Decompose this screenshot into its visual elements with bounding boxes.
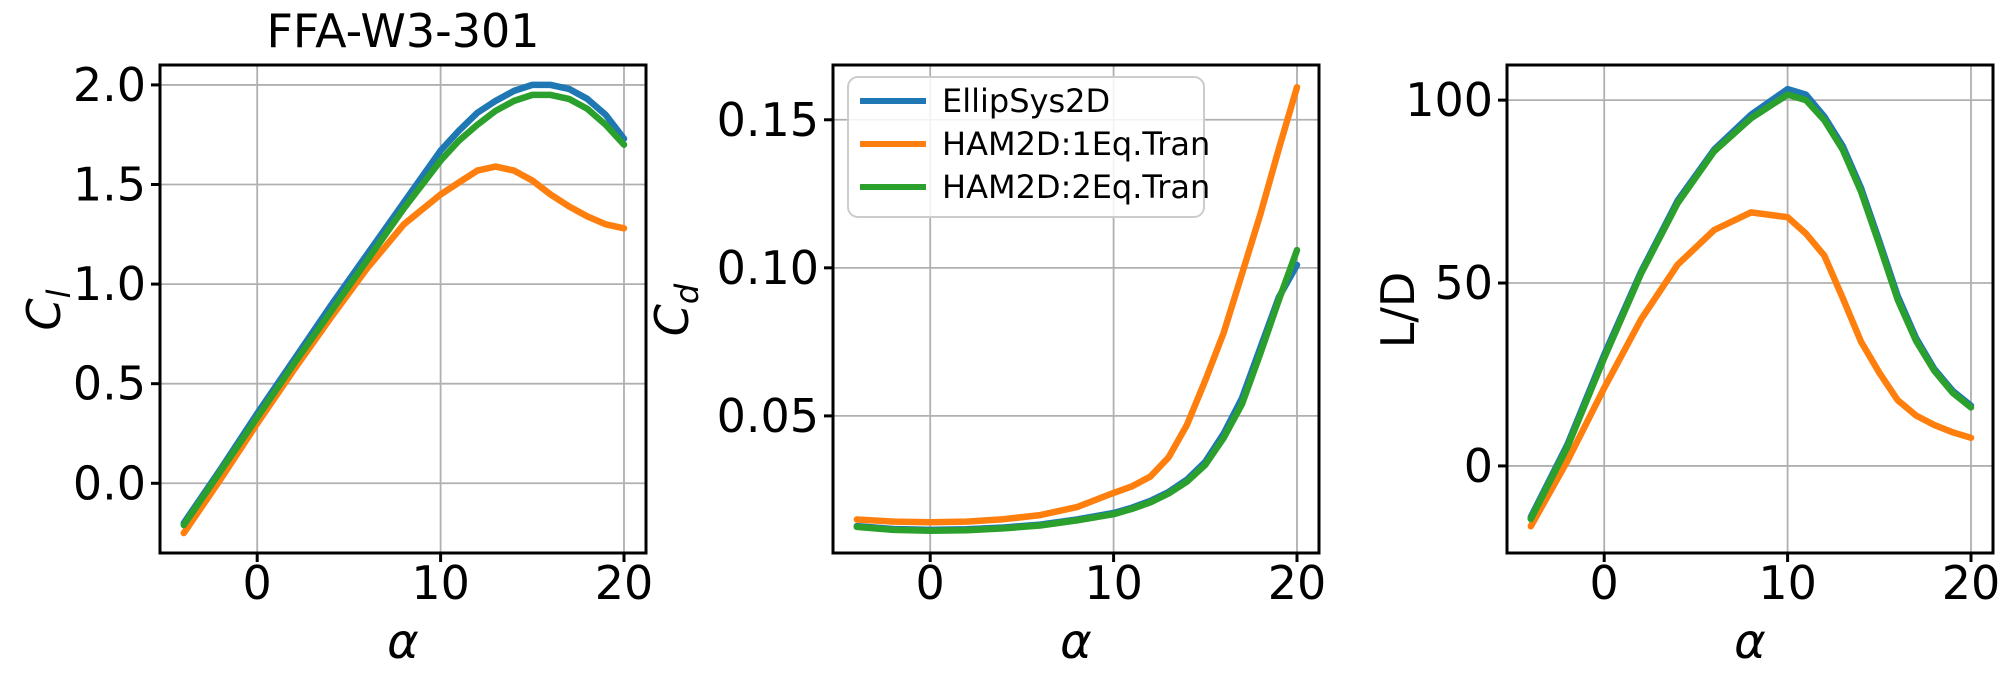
y-axis-label-cl: Cl bbox=[17, 289, 79, 331]
y-tick-label: 50 bbox=[1434, 256, 1493, 310]
y-tick-label: 0.10 bbox=[717, 241, 819, 295]
series-line-ellipsys2d bbox=[180, 81, 628, 527]
x-tick-label: 20 bbox=[1268, 556, 1327, 610]
subplot-ld: 0 10 20 0 50 100 bbox=[1405, 63, 2001, 610]
y-tick-label: 0.05 bbox=[717, 389, 819, 443]
y-tick-label: 0.5 bbox=[73, 357, 146, 411]
x-tick-label: 10 bbox=[1084, 556, 1143, 610]
x-tick-label: 10 bbox=[1758, 556, 1817, 610]
y-tick-label: 1.0 bbox=[73, 257, 146, 311]
y-tick-label: 0.0 bbox=[73, 456, 146, 510]
subplot-cd: 0 10 20 0.05 0.10 0.15 EllipSys2D HAM2D:1Eq.Tra… bbox=[717, 63, 1327, 610]
series-line-ham2d-2eq-tran bbox=[1527, 91, 1975, 523]
y-axis-label-ld: L/D bbox=[1371, 271, 1425, 349]
legend-label: EllipSys2D bbox=[942, 82, 1110, 120]
x-tick-label: 20 bbox=[595, 556, 654, 610]
series-line-ellipsys2d bbox=[1527, 85, 1975, 521]
series-line-ham2d-2eq-tran bbox=[180, 91, 628, 529]
x-tick-label: 20 bbox=[1942, 556, 2001, 610]
x-axis-label-cl: α bbox=[387, 614, 419, 670]
legend-box bbox=[847, 76, 1205, 218]
y-tick-label: 0 bbox=[1464, 439, 1493, 493]
axes-spines bbox=[1505, 63, 1995, 555]
y-tick-label: 2.0 bbox=[73, 58, 146, 112]
axes-spines bbox=[831, 63, 1321, 555]
y-tick-label: 100 bbox=[1405, 73, 1493, 127]
x-axis-label-ld: α bbox=[1734, 614, 1766, 670]
legend-label: HAM2D:2Eq.Tran bbox=[942, 168, 1210, 206]
subplot-cl: 0 10 20 0.0 0.5 1.0 1.5 2.0 bbox=[73, 58, 653, 610]
legend: EllipSys2D HAM2D:1Eq.Tran HAM2D:2Eq.Tran bbox=[847, 76, 1210, 218]
x-tick-label: 10 bbox=[411, 556, 470, 610]
y-axis-label-cd: Cd bbox=[645, 283, 707, 337]
y-tick-label: 0.15 bbox=[717, 93, 819, 147]
series-line-ham2d-1eq-tran bbox=[1527, 209, 1975, 530]
series-line-ham2d-1eq-tran bbox=[853, 83, 1301, 526]
series-line-ham2d-1eq-tran bbox=[180, 163, 628, 537]
x-tick-label: 0 bbox=[916, 556, 945, 610]
axes-spines bbox=[158, 63, 648, 555]
figure-title: FFA-W3-301 bbox=[266, 4, 540, 58]
legend-label: HAM2D:1Eq.Tran bbox=[942, 125, 1210, 163]
x-tick-label: 0 bbox=[243, 556, 272, 610]
x-axis-label-cd: α bbox=[1060, 614, 1092, 670]
y-tick-label: 1.5 bbox=[73, 158, 146, 212]
x-tick-label: 0 bbox=[1590, 556, 1619, 610]
series-line-ham2d-2eq-tran bbox=[853, 246, 1301, 535]
